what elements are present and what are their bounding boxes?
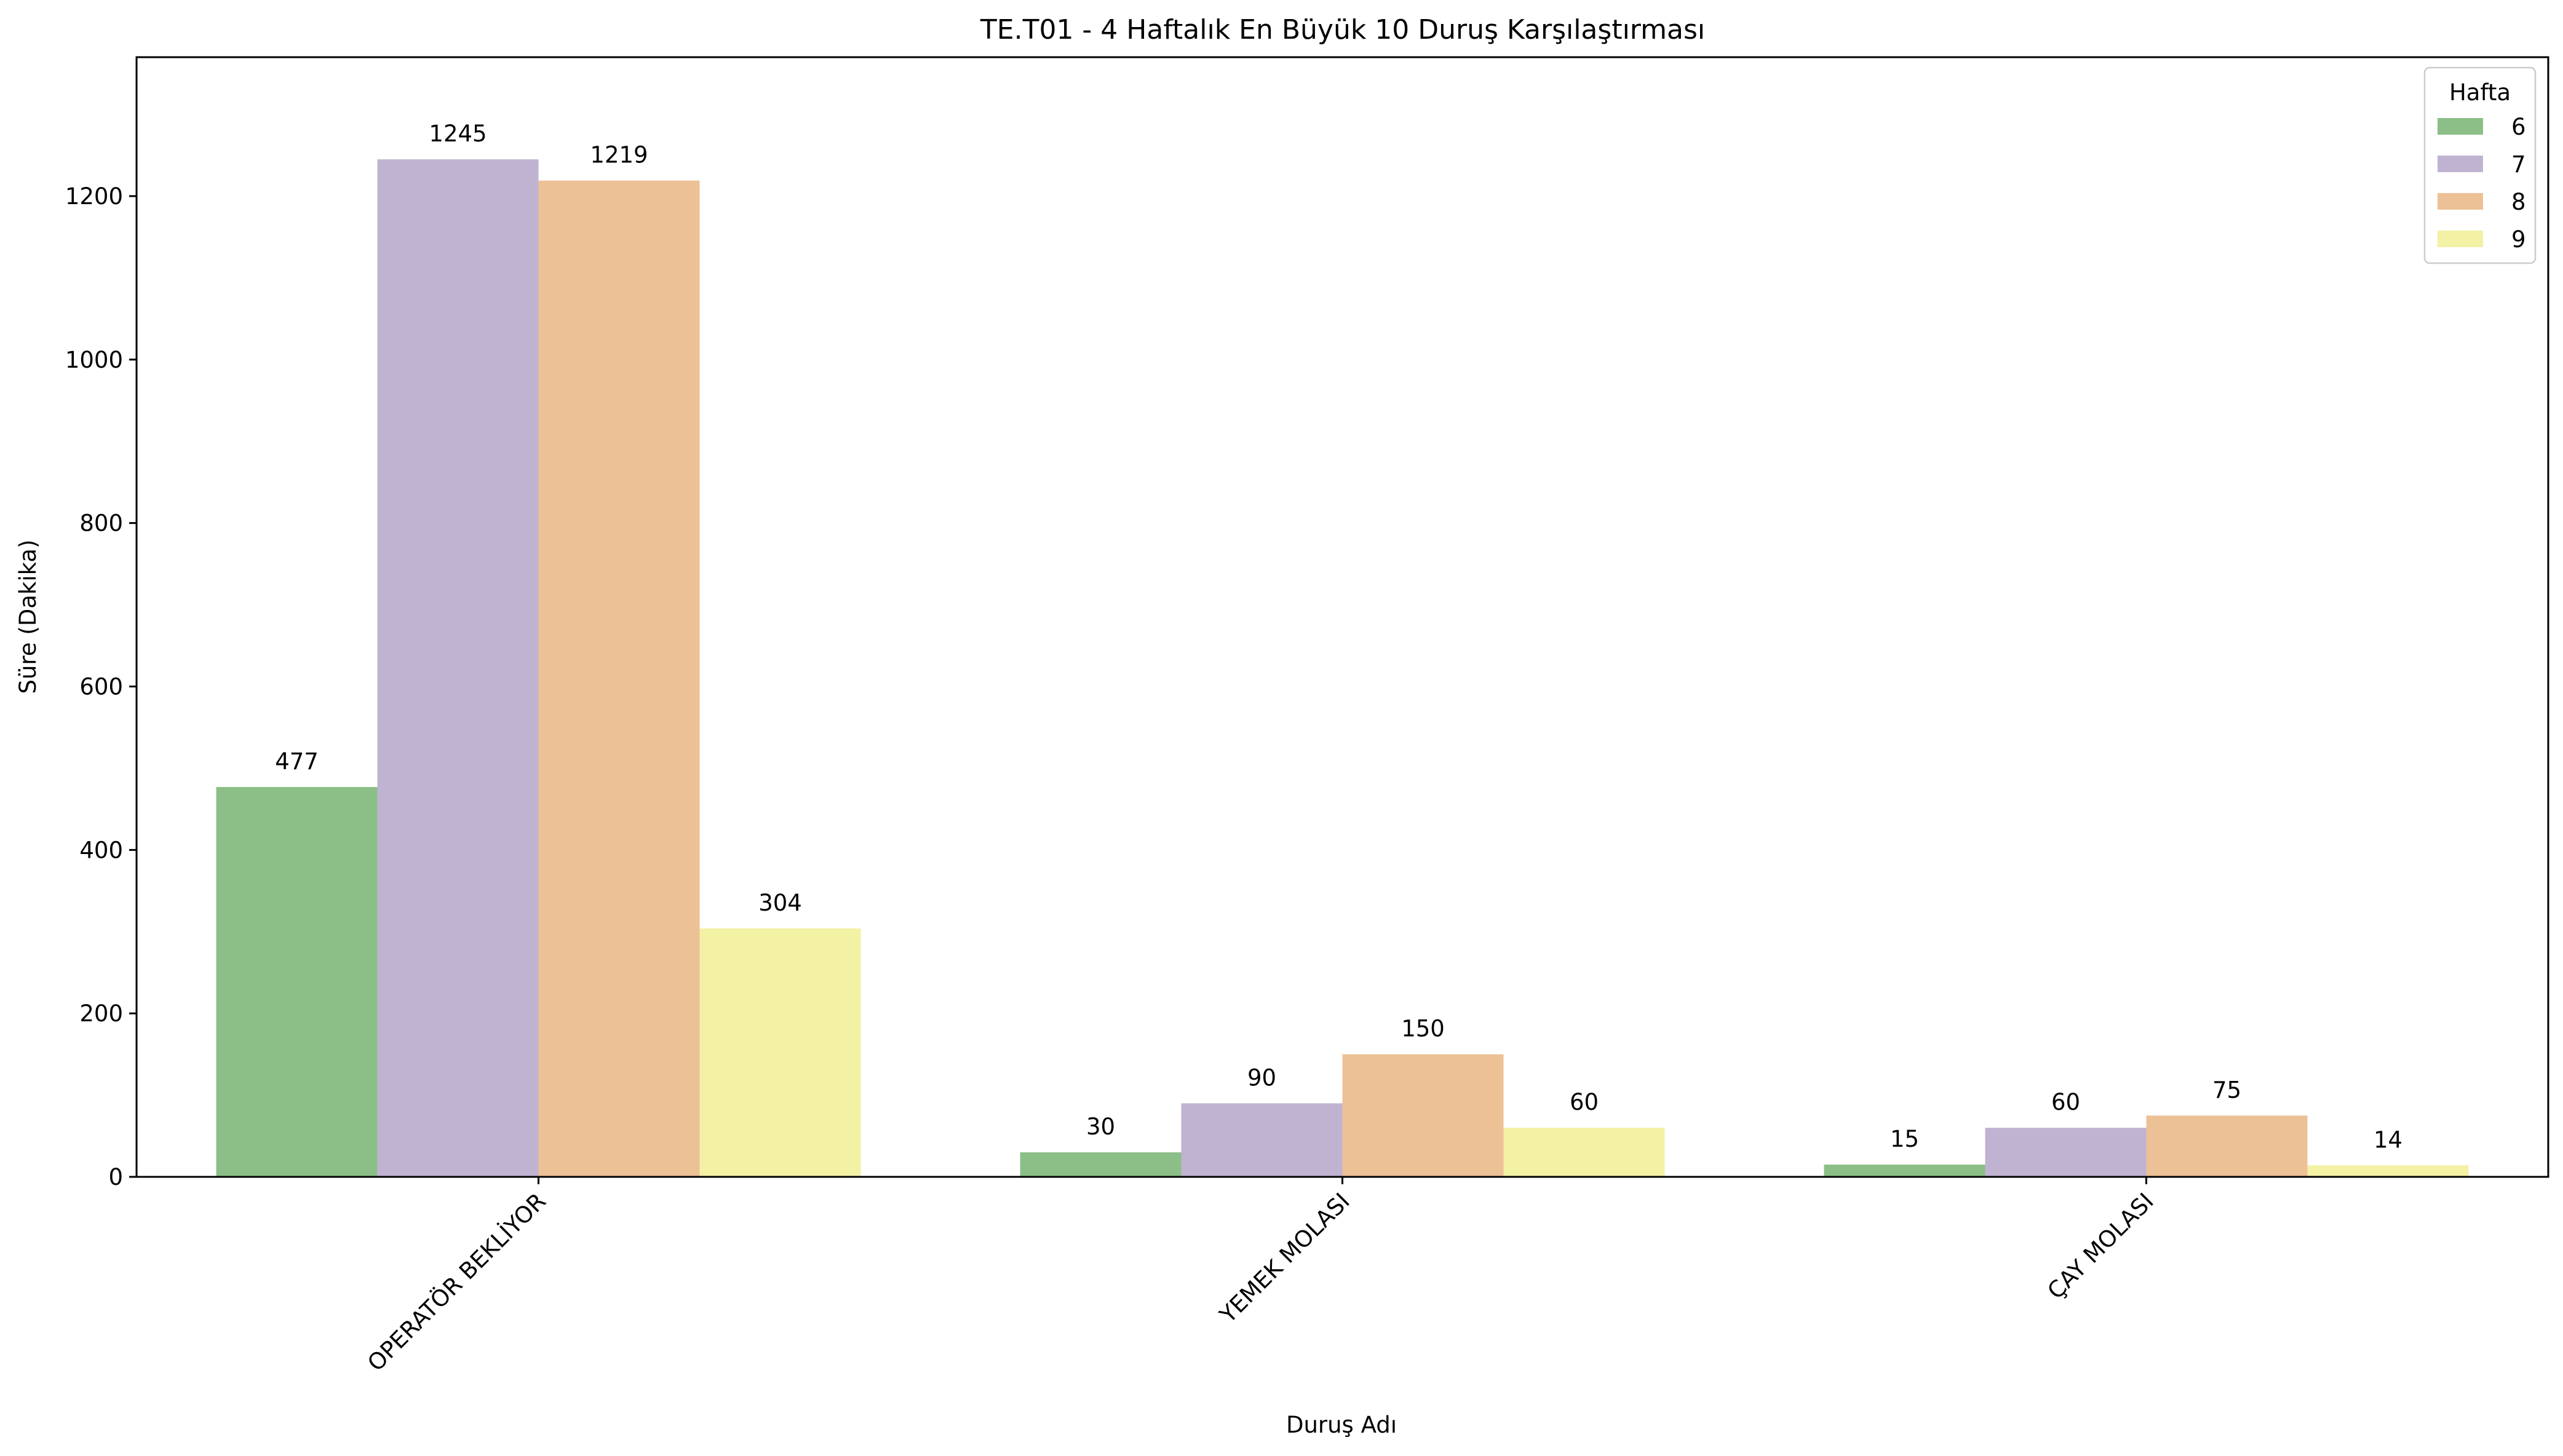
bar-value-label: 1245 <box>429 121 487 147</box>
bar-value-label: 1219 <box>590 142 648 168</box>
y-tick-label: 600 <box>79 673 123 700</box>
bar-yemek-molasi-week-9 <box>1503 1128 1665 1177</box>
bar-value-label: 150 <box>1401 1016 1445 1042</box>
bar-operatör-bekli̇yor-week-7 <box>377 159 539 1177</box>
bar-labels-group: 477 1245 1219 304 30 90 150 60 15 60 75 14 <box>275 121 2402 1153</box>
y-tick-label: 400 <box>79 837 123 863</box>
bar-çay-molasi-week-8 <box>2146 1115 2308 1177</box>
y-tick-label: 0 <box>108 1164 123 1190</box>
bar-value-label: 30 <box>1086 1114 1115 1140</box>
bar-value-label: 75 <box>2212 1077 2241 1103</box>
legend-label: 7 <box>2511 151 2526 178</box>
chart-title: TE.T01 - 4 Haftalık En Büyük 10 Duruş Ka… <box>980 14 1705 46</box>
bar-value-label: 90 <box>1247 1064 1276 1091</box>
bar-operatör-bekli̇yor-week-9 <box>699 928 861 1177</box>
legend: Hafta 6 7 8 9 <box>2423 66 2537 264</box>
bar-çay-molasi-week-7 <box>1985 1128 2147 1177</box>
bar-çay-molasi-week-9 <box>2307 1165 2469 1177</box>
y-tick-label: 800 <box>79 510 123 537</box>
bar-çay-molasi-week-6 <box>1824 1165 1985 1177</box>
legend-swatch-week-8 <box>2438 193 2483 210</box>
bars-group <box>216 159 2469 1177</box>
x-tick-label: ÇAY MOLASI <box>2042 1188 2158 1304</box>
legend-swatch-week-7 <box>2438 156 2483 172</box>
bar-value-label: 15 <box>1890 1126 1919 1152</box>
bar-yemek-molasi-week-7 <box>1181 1103 1343 1177</box>
legend-label: 6 <box>2511 114 2526 140</box>
x-axis-label: Duruş Adı <box>1286 1412 1397 1438</box>
legend-label: 8 <box>2511 189 2526 215</box>
bar-yemek-molasi-week-8 <box>1342 1054 1504 1177</box>
bar-value-label: 60 <box>2051 1089 2080 1115</box>
bar-value-label: 477 <box>275 748 319 775</box>
y-tick-label: 200 <box>79 1000 123 1027</box>
bar-value-label: 304 <box>758 890 802 916</box>
x-tick-label: YEMEK MOLASI <box>1214 1188 1355 1329</box>
x-tick-label: OPERATÖR BEKLİYOR <box>362 1188 551 1377</box>
bar-value-label: 60 <box>1570 1089 1599 1115</box>
legend-title: Hafta <box>2449 79 2511 106</box>
bar-operatör-bekli̇yor-week-8 <box>538 180 700 1177</box>
y-axis: 0 200 400 600 800 1000 1200 <box>65 183 137 1190</box>
x-axis: OPERATÖR BEKLİYOR YEMEK MOLASI ÇAY MOLASI <box>362 1177 2159 1377</box>
bar-value-label: 14 <box>2374 1126 2402 1153</box>
y-axis-label: Süre (Dakika) <box>15 539 41 694</box>
legend-swatch-week-9 <box>2438 231 2483 247</box>
legend-label: 9 <box>2511 226 2526 253</box>
y-tick-label: 1000 <box>65 347 123 373</box>
bar-yemek-molasi-week-6 <box>1020 1152 1182 1177</box>
y-tick-label: 1200 <box>65 183 123 210</box>
legend-swatch-week-6 <box>2438 118 2483 135</box>
bar-operatör-bekli̇yor-week-6 <box>216 786 378 1177</box>
